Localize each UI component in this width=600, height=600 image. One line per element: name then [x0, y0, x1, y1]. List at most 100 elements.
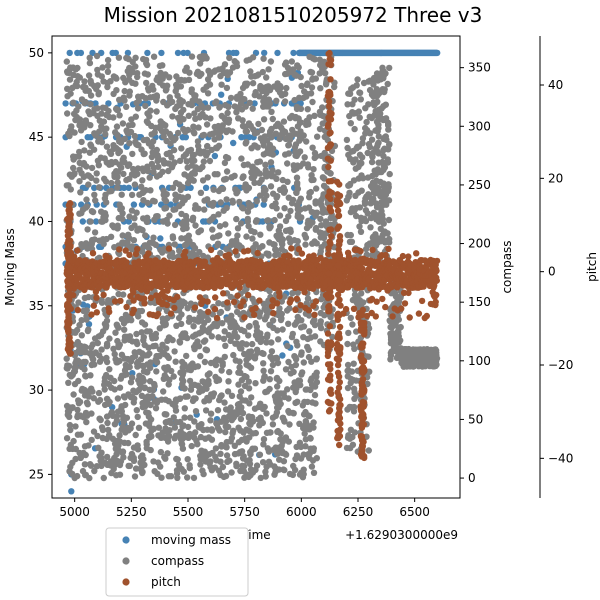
compass-point	[142, 232, 149, 239]
compass-point	[70, 391, 77, 398]
compass-point	[292, 455, 299, 463]
compass-point	[372, 127, 379, 134]
compass-point	[114, 222, 121, 229]
compass-point	[311, 112, 318, 120]
compass-point	[88, 164, 96, 172]
compass-point	[130, 399, 137, 406]
compass-point	[86, 59, 94, 67]
compass-point	[135, 141, 142, 149]
compass-point	[172, 398, 179, 406]
compass-point	[362, 217, 370, 225]
compass-point	[285, 141, 293, 148]
compass-point	[126, 140, 133, 147]
compass-point	[282, 217, 290, 225]
compass-point	[226, 54, 233, 62]
compass-point	[184, 126, 192, 134]
compass-point	[386, 64, 393, 72]
compass-point	[106, 366, 113, 373]
compass-point	[370, 233, 377, 240]
compass-point	[224, 109, 231, 117]
moving-mass-point	[218, 91, 225, 98]
compass-point	[171, 159, 178, 166]
compass-point	[286, 421, 293, 428]
compass-point	[64, 69, 71, 76]
compass-point	[394, 328, 401, 335]
compass-point	[306, 328, 313, 335]
pitch-point	[211, 305, 219, 313]
compass-point	[373, 92, 380, 99]
moving-mass-point	[78, 201, 85, 208]
compass-point	[267, 159, 275, 166]
compass-point	[309, 55, 317, 62]
compass-point	[84, 226, 91, 233]
moving-mass-point	[66, 49, 73, 57]
compass-point	[143, 218, 151, 226]
compass-point	[222, 116, 229, 123]
compass-point	[248, 169, 255, 176]
compass-point	[147, 187, 154, 194]
compass-point	[216, 223, 224, 230]
compass-point	[103, 159, 111, 166]
compass-point	[192, 341, 199, 348]
compass-point	[183, 352, 190, 360]
compass-point	[205, 316, 212, 323]
compass-point	[138, 146, 145, 153]
compass-point	[282, 70, 289, 78]
compass-point	[170, 146, 178, 154]
compass-point	[236, 409, 244, 416]
compass-point	[116, 341, 124, 348]
compass-point	[66, 171, 74, 178]
compass-point	[85, 293, 92, 301]
compass-point	[246, 434, 253, 441]
compass-point	[156, 171, 164, 179]
compass-point	[159, 62, 166, 69]
compass-point	[349, 84, 357, 91]
compass-point	[87, 101, 94, 108]
compass-point	[150, 234, 157, 241]
moving-mass-point	[144, 49, 151, 57]
compass-point	[374, 140, 382, 148]
compass-point	[104, 419, 111, 427]
compass-point	[187, 146, 195, 154]
compass-point	[131, 353, 139, 360]
compass-point	[92, 197, 99, 204]
compass-point	[403, 352, 411, 359]
compass-point	[123, 103, 130, 111]
pitch-point	[230, 298, 238, 306]
compass-point	[98, 454, 105, 461]
compass-point	[119, 448, 127, 455]
compass-point	[136, 372, 143, 379]
compass-point	[203, 121, 211, 128]
compass-point	[304, 343, 311, 351]
compass-point	[171, 221, 179, 229]
compass-point	[66, 413, 73, 420]
compass-point	[231, 442, 238, 449]
compass-point	[249, 235, 256, 242]
compass-point	[117, 375, 125, 382]
compass-point	[239, 454, 247, 462]
compass-point	[133, 407, 140, 414]
compass-point	[139, 177, 146, 184]
compass-point	[267, 183, 275, 190]
compass-point	[102, 191, 109, 198]
compass-point	[94, 157, 102, 164]
compass-point	[63, 435, 71, 442]
compass-point	[177, 428, 184, 435]
compass-point	[257, 338, 264, 346]
compass-point	[146, 378, 154, 385]
compass-point	[65, 379, 72, 386]
compass-point	[267, 353, 274, 360]
compass-point	[135, 424, 143, 431]
compass-point	[143, 79, 150, 87]
compass-point	[114, 437, 121, 444]
compass-point	[157, 463, 164, 470]
compass-point	[190, 395, 197, 402]
compass-point	[105, 297, 112, 304]
compass-point	[272, 468, 279, 476]
compass-point	[346, 435, 354, 442]
pitch-point	[241, 314, 248, 321]
compass-point	[411, 355, 418, 362]
compass-point	[298, 82, 305, 90]
pitch-point	[116, 246, 123, 253]
pitch-point	[212, 294, 219, 301]
